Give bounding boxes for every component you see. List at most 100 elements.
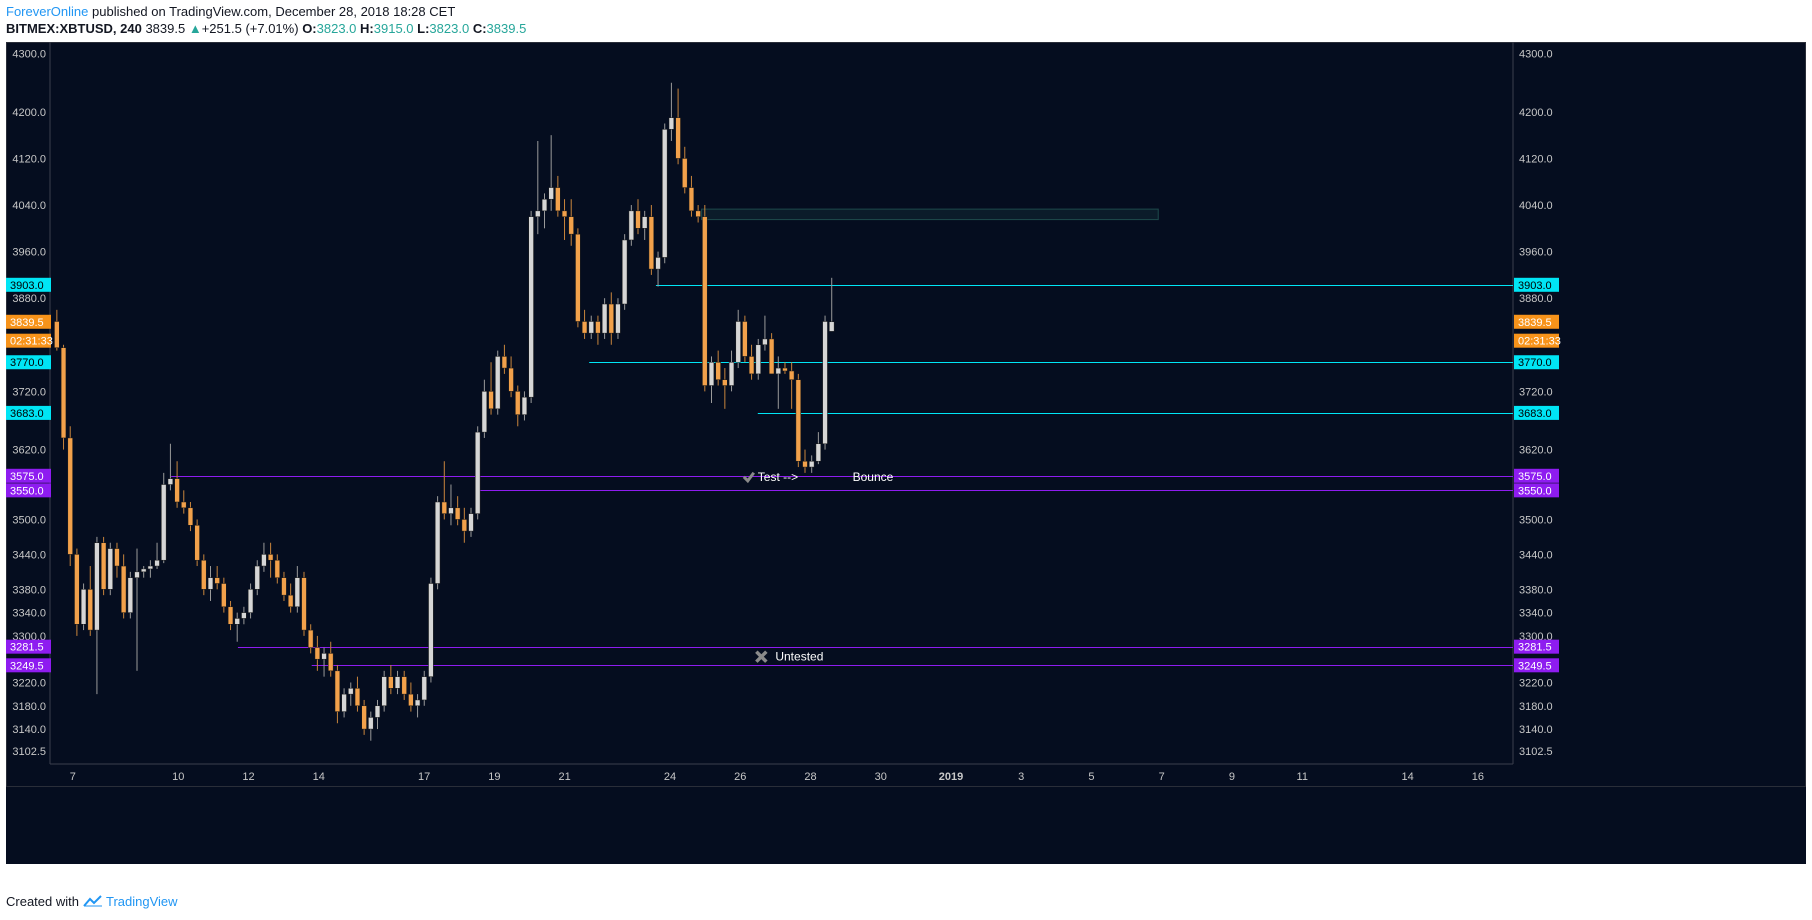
price-badge-right: 02:31:33 — [1514, 333, 1561, 348]
candle-body — [267, 554, 274, 561]
candle — [495, 350, 501, 415]
price-chart[interactable]: 4300.0 4300.0 4200.0 4200.0 4120.0 4120.0 4040… — [6, 42, 1806, 888]
price-badge-bg — [6, 355, 51, 370]
y-tick-label-left: 4040.0 — [12, 200, 46, 212]
y-tick-label-right: 3880.0 — [1519, 293, 1553, 305]
candle-body — [107, 548, 113, 590]
candle-body — [621, 239, 628, 305]
candle-body — [788, 370, 795, 380]
x-tick-label: 7 — [1159, 771, 1165, 783]
candle-body — [87, 589, 93, 631]
candle — [595, 315, 601, 345]
candle — [294, 566, 300, 613]
y-tick-label-right: 4040.0 — [1519, 200, 1553, 212]
cross-icon — [755, 650, 768, 663]
candle — [635, 199, 641, 235]
candle — [207, 566, 214, 601]
price-badge-bg — [1514, 658, 1559, 673]
candle — [94, 536, 100, 695]
y-tick-label-left: 3720.0 — [12, 386, 46, 398]
candle — [374, 699, 381, 730]
candle — [621, 234, 628, 310]
candle — [775, 356, 781, 409]
candle — [648, 205, 655, 275]
y-tick-label-left: 3440.0 — [12, 549, 46, 561]
candle-body — [601, 303, 608, 334]
annotation-label: Bounce — [853, 470, 894, 484]
candle — [508, 356, 514, 398]
candle — [655, 251, 661, 287]
candle — [414, 694, 421, 718]
candle — [201, 554, 207, 596]
candle-body — [655, 257, 661, 270]
candle-body — [508, 367, 514, 392]
candle — [795, 373, 801, 468]
candle — [815, 432, 822, 465]
candle-body — [501, 356, 508, 369]
candle — [167, 443, 174, 491]
candle — [515, 385, 521, 427]
candle-body — [441, 501, 447, 514]
candle-body — [80, 589, 87, 625]
price-badge-left: 3249.5 — [6, 658, 51, 673]
candle — [194, 519, 200, 567]
candle-body — [615, 303, 621, 334]
candle — [334, 665, 341, 724]
price-badge-bg — [1514, 277, 1559, 292]
candle — [755, 338, 761, 380]
candle — [114, 542, 120, 578]
candle — [702, 205, 708, 392]
candle-body — [114, 548, 120, 567]
candle — [535, 140, 541, 235]
author-link[interactable]: ForeverOnline — [6, 4, 89, 19]
candle — [134, 548, 140, 671]
candle — [728, 350, 735, 392]
price-badge-bg — [6, 658, 51, 673]
candle — [461, 507, 467, 543]
candle-body — [187, 507, 194, 526]
y-tick-label-right: 3960.0 — [1519, 247, 1553, 259]
candle — [762, 315, 768, 351]
candle-body — [454, 507, 461, 520]
x-tick-label: 14 — [313, 771, 325, 783]
x-tick-label: 24 — [664, 771, 676, 783]
candle — [822, 315, 828, 450]
candle-body — [755, 344, 761, 375]
x-tick-label: 21 — [558, 771, 570, 783]
y-tick-label-left: 3380.0 — [12, 584, 46, 596]
candle-body — [782, 367, 788, 372]
price-badge-right: 3550.0 — [1514, 483, 1559, 498]
price-badge-bg — [6, 277, 51, 292]
candle — [187, 501, 194, 532]
candle-body — [434, 501, 441, 584]
tradingview-link[interactable]: TradingView — [106, 894, 178, 909]
price-badge-text: 3839.5 — [1518, 317, 1552, 329]
price-badge-right: 3839.5 — [1514, 314, 1559, 329]
y-tick-label-left: 4200.0 — [12, 107, 46, 119]
candle-body — [167, 478, 174, 485]
price-badge-bg — [1514, 483, 1559, 498]
candle — [809, 455, 815, 473]
y-tick-label-right: 3340.0 — [1519, 608, 1553, 620]
y-tick-label-left: 3220.0 — [12, 677, 46, 689]
candle-body — [134, 571, 140, 578]
candle-body — [341, 693, 347, 712]
candle-body — [67, 437, 73, 555]
candle-body — [381, 676, 387, 707]
candle — [341, 688, 347, 718]
candle-body — [628, 210, 634, 241]
x-tick-label: 28 — [804, 771, 816, 783]
candle — [581, 309, 588, 339]
candle-body — [768, 338, 775, 375]
candle — [501, 344, 508, 374]
candle — [421, 670, 427, 706]
candle-body — [408, 693, 414, 707]
price-badge-left: 3575.0 — [6, 468, 51, 483]
y-tick-label-right: 3440.0 — [1519, 549, 1553, 561]
candle-body — [421, 676, 427, 701]
candle — [475, 426, 481, 520]
candle-body — [207, 577, 214, 590]
candle-body — [742, 321, 748, 357]
candle — [481, 379, 488, 438]
candle — [54, 309, 60, 351]
